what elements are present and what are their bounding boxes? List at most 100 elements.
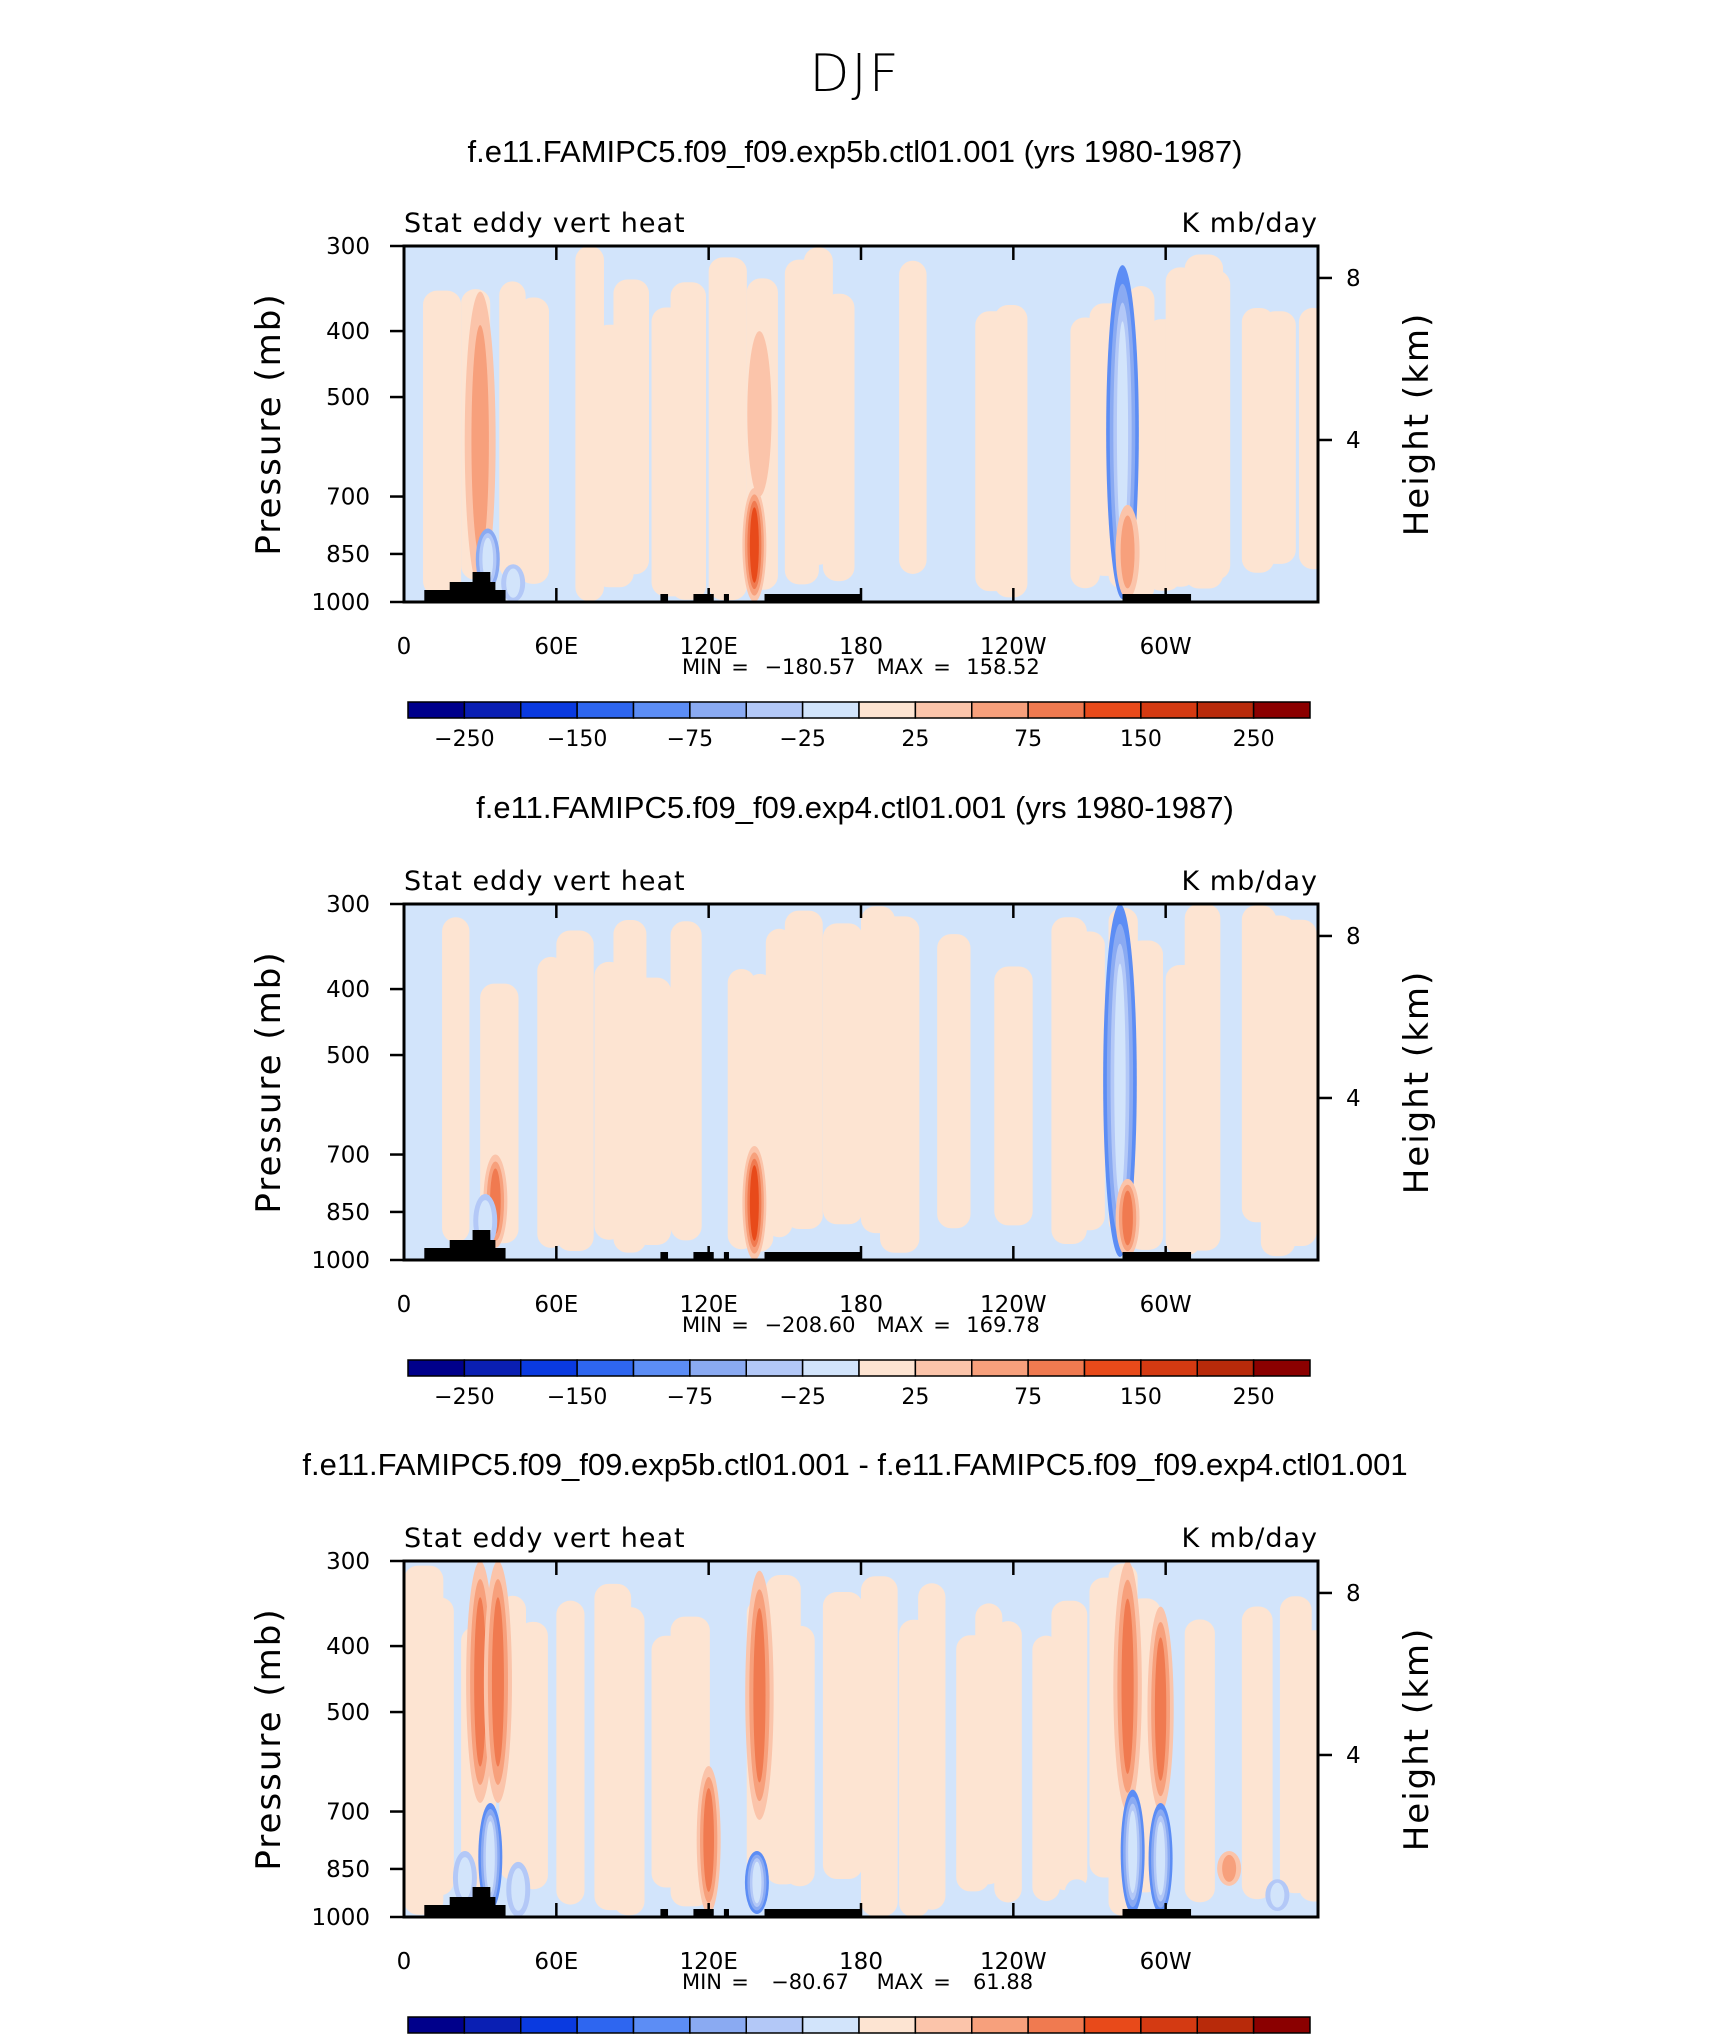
land-mask	[472, 572, 491, 602]
field-band	[1260, 311, 1296, 564]
colorbar-label: 250	[1233, 727, 1275, 752]
colorbar-swatch	[1252, 2016, 1311, 2034]
colorbar-swatch	[520, 2016, 578, 2034]
contour-feature-0	[471, 325, 489, 557]
contour-feature-12	[1222, 1854, 1237, 1882]
panel-1-title: f.e11.FAMIPC5.f09_f09.exp5b.ctl01.001 (y…	[467, 134, 1243, 169]
land-mask	[660, 1909, 669, 1917]
right-tick-label: 8	[1346, 266, 1361, 292]
colorbar-swatch	[1196, 701, 1255, 719]
y-axis-title-right: Height (km)	[1397, 312, 1437, 537]
colorbar-swatch	[914, 2016, 973, 2034]
field-band	[632, 977, 672, 1245]
field-band	[1184, 1619, 1215, 1903]
colorbar-swatch	[1252, 701, 1311, 719]
field-band	[1070, 931, 1105, 1231]
colorbar-swatch	[971, 701, 1029, 719]
min-label: MIN	[682, 1970, 722, 1994]
min-label: MIN	[682, 655, 722, 679]
colorbar-swatch	[407, 701, 466, 719]
x-tick-label: 60E	[534, 634, 578, 660]
min-equals: =	[731, 1970, 749, 1994]
colorbar-label: −150	[547, 1385, 607, 1410]
right-tick-label: 4	[1346, 428, 1361, 454]
land-mask	[472, 1230, 491, 1260]
colorbar-label: −75	[667, 1385, 713, 1410]
x-tick-label: 0	[397, 634, 412, 660]
y-tick-label: 1000	[311, 1905, 370, 1931]
max-value: 169.78	[966, 1313, 1039, 1337]
field-band	[1298, 1630, 1318, 1902]
contour-feature-0	[474, 1597, 487, 1767]
contour-feature-3	[1114, 963, 1126, 1198]
max-label: MAX	[877, 1313, 924, 1337]
contour-field	[404, 904, 1318, 1260]
field-band	[518, 1621, 548, 1890]
figure-title: DJF	[809, 44, 901, 104]
colorbar-swatch	[745, 701, 804, 719]
colorbar-swatch	[914, 701, 973, 719]
contour-feature-7	[752, 1861, 762, 1904]
panel-1-plot: 0 60E 120E 180 120W 60W 300 400 500 700 850 1000 8 4 S…	[249, 208, 1437, 752]
field-band	[1279, 919, 1317, 1247]
y-tick-label: 700	[326, 485, 370, 511]
field-band	[613, 279, 650, 575]
x-tick-label: 120E	[679, 1292, 737, 1318]
colorbar-swatch	[971, 1359, 1029, 1377]
min-value: −208.60	[764, 1313, 855, 1337]
field-band	[1203, 270, 1231, 580]
right-tick-label: 4	[1346, 1743, 1361, 1769]
colorbar-swatch	[1027, 1359, 1086, 1377]
min-equals: =	[731, 1313, 749, 1337]
field-band	[937, 934, 971, 1229]
panel-2-plot: 0 60E 120E 180 120W 60W 300 400 500 700 850 1000 8 4 S…	[249, 866, 1437, 1410]
contour-feature-8	[1121, 1598, 1134, 1774]
x-tick-label: 180	[839, 634, 883, 660]
field-band	[918, 1583, 946, 1910]
contour-feature-10	[1128, 1810, 1138, 1894]
colorbar-swatch	[801, 1359, 860, 1377]
colorbar-swatch	[1027, 701, 1086, 719]
colorbar-swatch	[801, 701, 860, 719]
contour-feature-5	[703, 1788, 715, 1892]
land-mask	[660, 594, 669, 602]
colorbar-swatch	[520, 701, 578, 719]
y-tick-label: 850	[326, 1857, 370, 1883]
colorbar-label: 25	[901, 1385, 929, 1410]
y-tick-label: 400	[326, 319, 370, 345]
min-equals: =	[731, 655, 749, 679]
colorbar-label: −75	[667, 727, 713, 752]
field-band	[1051, 1600, 1088, 1891]
max-value: 61.88	[973, 1970, 1033, 1994]
colorbar-swatch	[576, 1359, 635, 1377]
left-string: Stat eddy vert heat	[404, 1523, 686, 1554]
field-band	[822, 923, 863, 1225]
y-tick-label: 500	[326, 1043, 370, 1069]
field-band	[442, 917, 470, 1243]
land-mask	[1122, 594, 1192, 602]
contour-feature-3	[749, 507, 759, 583]
colorbar-swatch	[632, 2016, 691, 2034]
contour-feature-11	[1156, 1821, 1166, 1896]
land-mask	[693, 1909, 714, 1917]
x-tick-label: 0	[397, 1292, 412, 1318]
colorbar-label: 75	[1014, 727, 1042, 752]
colorbar-swatch	[1140, 701, 1198, 719]
colorbar-swatch	[463, 701, 522, 719]
y-tick-label: 850	[326, 1200, 370, 1226]
colorbar-swatch	[407, 1359, 466, 1377]
min-value: −80.67	[771, 1970, 849, 1994]
y-tick-label: 400	[326, 977, 370, 1003]
field-band	[518, 297, 549, 584]
contour-feature-5	[1116, 321, 1129, 543]
x-tick-label: 60E	[534, 1949, 578, 1975]
max-equals: =	[933, 1970, 951, 1994]
contour-feature-4	[1122, 1190, 1133, 1246]
field-band	[556, 930, 594, 1252]
contour-feature-6	[1120, 515, 1135, 589]
colorbar-swatch	[1083, 701, 1142, 719]
field-band	[1298, 307, 1318, 570]
colorbar-label: −250	[434, 727, 494, 752]
colorbar-swatch	[745, 1359, 804, 1377]
field-band	[822, 293, 855, 582]
